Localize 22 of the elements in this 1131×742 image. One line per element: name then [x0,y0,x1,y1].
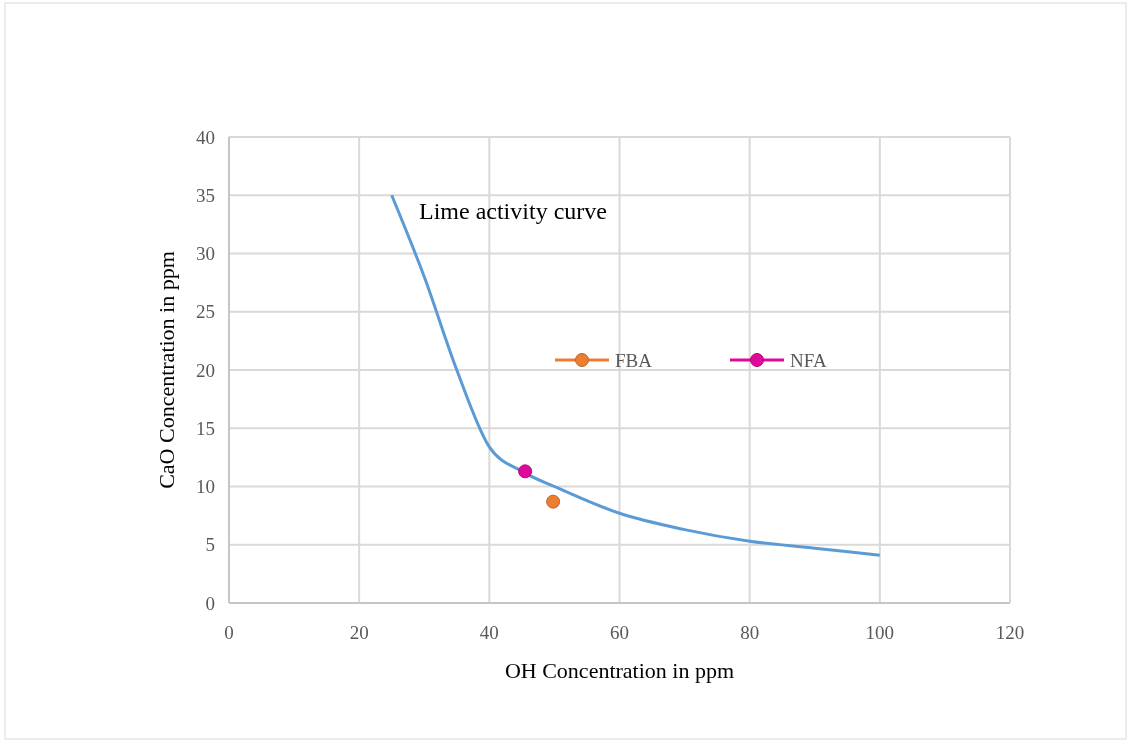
y-tick-label: 5 [205,534,215,556]
y-tick-label: 0 [205,592,215,614]
y-tick-label: 30 [196,243,215,265]
line-series [390,193,882,557]
y-tick-label: 10 [196,476,215,498]
x-tick-label: 100 [865,622,895,643]
legend-label: NFA [790,349,827,371]
y-axis-title: CaO Concentration in ppm [154,251,179,489]
y-tick-label: 40 [196,126,215,148]
x-tick-label: 40 [479,622,499,643]
x-axis-title: OH Concentration in ppm [504,658,735,683]
x-tick-label: 120 [995,622,1025,643]
y-tick-label: 15 [196,417,215,439]
x-tick-label: 20 [349,622,369,643]
y-tick-label: 35 [196,184,215,206]
legend-label: FBA [615,349,653,371]
x-tick-label: 60 [610,622,629,643]
annotation: Lime activity curve [419,198,607,225]
y-tick-label: 20 [196,359,215,381]
x-tick-label: 0 [224,622,234,643]
y-tick-label: 25 [196,301,215,323]
x-tick-label: 80 [740,622,760,643]
